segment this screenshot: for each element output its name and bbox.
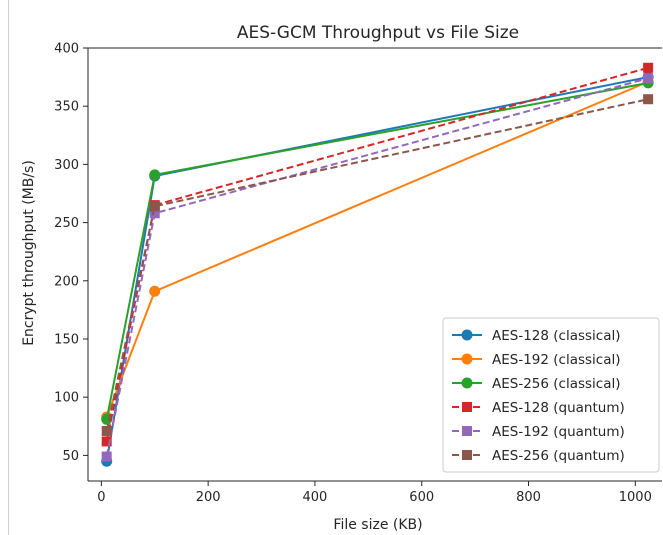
legend-swatch-circle bbox=[461, 329, 473, 341]
x-tick-label: 800 bbox=[516, 490, 541, 505]
data-point-square bbox=[149, 208, 160, 219]
y-tick-label: 200 bbox=[54, 274, 79, 289]
legend: AES-128 (classical) AES-192 (classical) AE… bbox=[442, 317, 660, 473]
x-tick-label: 200 bbox=[196, 490, 221, 505]
data-point-square bbox=[643, 94, 654, 105]
data-point-square bbox=[101, 436, 112, 447]
legend-swatch-square bbox=[462, 450, 472, 460]
y-axis-title: Encrypt throughput (MB/s) bbox=[21, 160, 37, 346]
series-line bbox=[105, 98, 649, 432]
data-point-square bbox=[149, 201, 160, 212]
data-point-square bbox=[643, 62, 654, 73]
legend-label: AES-256 (quantum) bbox=[492, 448, 625, 464]
series-line bbox=[105, 66, 649, 442]
legend-label: AES-128 (classical) bbox=[492, 328, 621, 344]
legend-swatch-square bbox=[462, 402, 472, 412]
left-edge-rule bbox=[8, 0, 9, 535]
legend-label: AES-192 (quantum) bbox=[492, 424, 625, 440]
data-point-circle bbox=[149, 169, 161, 181]
plot-area: 0 200 400 600 800 1000 50 100 150 200 250 300 350 400 bbox=[54, 42, 662, 505]
data-point-square bbox=[643, 73, 654, 84]
x-tick-label: 1000 bbox=[619, 490, 652, 505]
legend-swatch-circle bbox=[461, 353, 473, 365]
y-tick-label: 400 bbox=[54, 42, 79, 57]
x-tick-label: 400 bbox=[303, 490, 328, 505]
y-tick-label: 100 bbox=[54, 391, 79, 406]
legend-box bbox=[442, 317, 660, 473]
y-tick-label: 300 bbox=[54, 158, 79, 173]
legend-swatch-circle bbox=[461, 377, 473, 389]
x-tick-label: 600 bbox=[409, 490, 434, 505]
legend-swatch-square bbox=[462, 426, 472, 436]
x-axis-title: File size (KB) bbox=[333, 517, 422, 533]
x-tick-label: 0 bbox=[97, 490, 105, 505]
legend-label: AES-256 (classical) bbox=[492, 376, 621, 392]
y-tick-label: 350 bbox=[54, 100, 79, 115]
chart-title: AES-GCM Throughput vs File Size bbox=[237, 23, 519, 43]
data-point-square bbox=[101, 451, 112, 462]
y-tick-label: 50 bbox=[62, 449, 79, 464]
legend-label: AES-192 (classical) bbox=[492, 352, 621, 368]
y-tick-label: 250 bbox=[54, 216, 79, 231]
data-point-square bbox=[101, 425, 112, 436]
y-tick-label: 150 bbox=[54, 332, 79, 347]
data-point-circle bbox=[149, 285, 161, 297]
legend-label: AES-128 (quantum) bbox=[492, 400, 625, 416]
